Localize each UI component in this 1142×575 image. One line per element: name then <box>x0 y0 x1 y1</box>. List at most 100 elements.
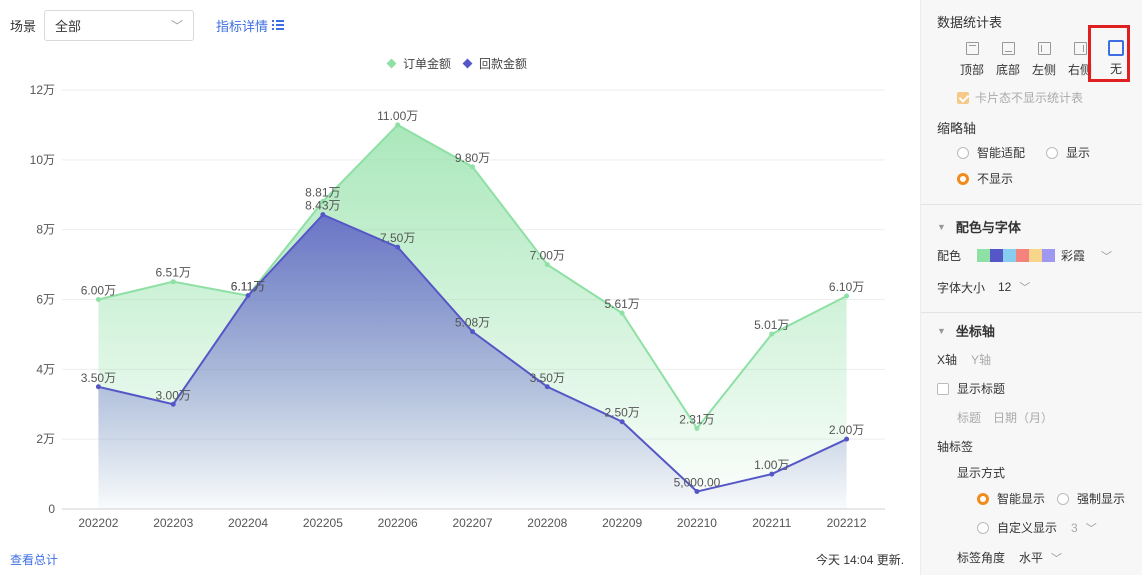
display-force-radio[interactable] <box>1057 492 1069 505</box>
x-tick-label: 202207 <box>452 516 492 530</box>
y-tick-label: 6万 <box>36 293 55 307</box>
position-left[interactable]: 左侧 <box>1028 38 1060 78</box>
display-custom-option[interactable]: 自定义显示 3 ﹀ <box>977 519 1097 536</box>
card-hide-label: 卡片态不显示统计表 <box>975 91 1084 105</box>
thumb-hide-radio[interactable] <box>957 172 969 185</box>
display-custom-radio[interactable] <box>977 521 989 534</box>
tab-x-axis[interactable]: X轴 <box>937 353 958 367</box>
palette-label: 配色 <box>937 249 962 263</box>
data-label: 5.61万 <box>604 297 639 311</box>
y-tick-label: 4万 <box>36 362 55 376</box>
data-label: 8.43万 <box>305 199 340 213</box>
position-bottom[interactable]: 底部 <box>992 38 1024 78</box>
font-size-select[interactable]: 12 ﹀ <box>998 279 1030 295</box>
view-total-link[interactable]: 查看总计 <box>10 553 59 567</box>
x-tick-label: 202210 <box>677 516 717 530</box>
scene-select-value: 全部 <box>55 18 82 34</box>
table-position-options: 顶部 底部 左侧 右侧 无 <box>956 38 1132 78</box>
legend-marker <box>386 58 397 69</box>
toolbar: 场景 全部 ﹀ 指标详情 <box>10 9 285 41</box>
x-tick-label: 202206 <box>378 516 418 530</box>
scene-select[interactable]: 全部 ﹀ <box>44 9 195 41</box>
legend-label: 订单金额 <box>403 56 451 71</box>
collapse-triangle-icon: ▼ <box>937 325 946 336</box>
scene-label: 场景 <box>10 18 37 34</box>
card-hide-checkbox[interactable] <box>957 91 969 104</box>
data-point <box>395 244 401 250</box>
thumb-option-hide[interactable]: 不显示 <box>957 170 1013 187</box>
thumb-axis-title: 缩略轴 <box>937 121 977 136</box>
thumb-option-show[interactable]: 显示 <box>1046 144 1090 161</box>
y-tick-label: 12万 <box>30 83 55 97</box>
chart-panel: 场景 全部 ﹀ 指标详情 0 2万 4万 6万 8万 10万 12万 202202 202203… <box>10 9 904 567</box>
display-force-label: 强制显示 <box>1077 492 1126 506</box>
metric-detail-link[interactable]: 指标详情 <box>216 16 285 35</box>
data-label: 6.11万 <box>231 280 265 294</box>
display-smart-radio[interactable] <box>977 492 989 505</box>
position-left-icon <box>1037 42 1051 55</box>
card-hide-option[interactable]: 卡片态不显示统计表 <box>957 89 1083 106</box>
data-label: 8.81万 <box>305 185 340 199</box>
data-point <box>844 436 850 442</box>
thumb-show-label: 显示 <box>1066 146 1091 160</box>
chevron-down-icon: ﹀ <box>1101 250 1113 263</box>
label-angle-value[interactable]: 水平 <box>1019 551 1044 565</box>
position-none[interactable]: 无 <box>1100 38 1132 78</box>
data-point <box>170 279 176 285</box>
thumb-option-smart[interactable]: 智能适配 <box>957 144 1025 161</box>
display-mode-label: 显示方式 <box>957 466 1006 480</box>
chevron-down-icon: ﹀ <box>171 18 184 33</box>
position-bottom-label: 底部 <box>995 63 1020 77</box>
y-tick-label: 10万 <box>30 153 55 167</box>
display-force-option[interactable]: 强制显示 <box>1057 490 1125 507</box>
display-smart-option[interactable]: 智能显示 <box>977 490 1045 507</box>
axis-header[interactable]: ▼ 坐标轴 <box>937 321 995 340</box>
show-title-checkbox[interactable] <box>937 382 949 395</box>
show-title-label: 显示标题 <box>957 382 1006 396</box>
y-tick-label: 0 <box>48 502 55 516</box>
palette-name: 彩霞 <box>1061 249 1086 263</box>
font-size-value: 12 <box>998 280 1012 294</box>
data-label: 5.01万 <box>754 318 789 332</box>
position-bottom-icon <box>1001 42 1015 55</box>
show-title-option[interactable]: 显示标题 <box>937 380 1005 397</box>
data-label: 5,000.00 <box>674 476 721 490</box>
data-label: 11.00万 <box>377 109 418 123</box>
palette-swatches <box>977 249 1055 262</box>
position-left-label: 左侧 <box>1031 63 1056 77</box>
palette-swatch <box>977 249 990 262</box>
data-point <box>844 293 850 299</box>
divider <box>921 312 1142 313</box>
area-chart: 0 2万 4万 6万 8万 10万 12万 202202 202203 202204 202205 2… <box>30 56 885 530</box>
metric-detail-label: 指标详情 <box>216 18 269 34</box>
palette-select[interactable]: 彩霞 ﹀ <box>977 247 1112 264</box>
thumb-show-radio[interactable] <box>1046 146 1058 159</box>
x-tick-label: 202211 <box>752 516 791 530</box>
tab-y-axis[interactable]: Y轴 <box>971 353 992 367</box>
position-top-icon <box>965 42 979 55</box>
data-point <box>694 489 700 495</box>
palette-swatch <box>1042 249 1055 262</box>
legend-label: 回款金额 <box>479 56 527 71</box>
display-custom-label: 自定义显示 <box>997 521 1058 535</box>
title-input[interactable]: 日期（月） <box>993 411 1054 425</box>
settings-panel: 数据统计表 顶部 底部 左侧 右侧 无 卡片态不显示统计表 缩略轴 <box>920 0 1142 575</box>
data-label: 2.00万 <box>829 423 864 437</box>
custom-value[interactable]: 3 <box>1071 520 1078 535</box>
thumb-smart-radio[interactable] <box>957 146 969 159</box>
font-size-label: 字体大小 <box>937 281 986 295</box>
chevron-down-icon: ﹀ <box>1051 552 1063 565</box>
chevron-down-icon: ﹀ <box>1019 282 1031 294</box>
color-font-header[interactable]: ▼ 配色与字体 <box>937 217 1021 236</box>
data-point <box>619 419 625 425</box>
data-label: 2.31万 <box>679 412 714 426</box>
data-point <box>245 293 251 299</box>
position-right-label: 右侧 <box>1067 63 1092 77</box>
x-tick-label: 202212 <box>827 516 867 530</box>
position-right[interactable]: 右侧 <box>1064 38 1096 78</box>
data-label: 5.08万 <box>455 316 490 330</box>
position-top[interactable]: 顶部 <box>956 38 988 78</box>
data-point <box>769 471 775 477</box>
palette-swatch <box>990 249 1003 262</box>
thumb-hide-label: 不显示 <box>977 172 1014 186</box>
